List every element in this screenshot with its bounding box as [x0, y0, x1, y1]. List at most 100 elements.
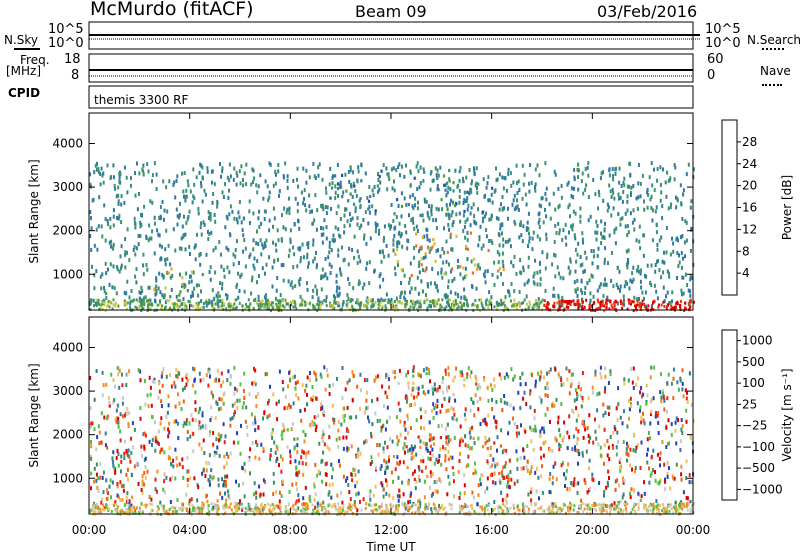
data-cell: [448, 398, 451, 403]
data-cell: [148, 439, 151, 444]
data-cell: [656, 413, 659, 418]
data-cell: [652, 448, 655, 453]
data-cell: [526, 459, 529, 464]
data-cell: [379, 180, 382, 185]
data-cell: [322, 500, 325, 505]
data-cell: [328, 490, 331, 495]
data-cell: [181, 282, 184, 286]
data-cell: [437, 424, 440, 429]
data-cell: [459, 374, 462, 378]
data-cell: [417, 465, 420, 470]
data-cell: [435, 226, 438, 231]
data-cell: [581, 171, 584, 176]
data-cell: [353, 500, 356, 504]
data-cell: [349, 192, 352, 196]
data-cell: [142, 169, 145, 174]
data-cell: [375, 225, 378, 230]
data-cell: [313, 481, 316, 486]
data-cell: [501, 303, 504, 307]
data-cell: [427, 456, 430, 461]
data-cell: [587, 195, 590, 200]
data-cell: [135, 461, 138, 466]
data-cell: [418, 301, 421, 305]
data-cell: [665, 226, 668, 230]
data-cell: [95, 462, 98, 467]
data-cell: [305, 462, 308, 466]
data-cell: [623, 183, 626, 188]
data-cell: [205, 303, 208, 308]
data-cell: [639, 498, 642, 502]
data-cell: [238, 215, 241, 220]
data-cell: [445, 293, 448, 298]
data-cell: [178, 305, 181, 309]
data-cell: [320, 226, 322, 230]
data-cell: [469, 231, 472, 235]
data-cell: [505, 484, 508, 489]
data-cell: [446, 388, 449, 393]
data-cell: [236, 173, 239, 178]
data-cell: [420, 279, 423, 284]
data-cell: [676, 236, 679, 241]
data-cell: [255, 503, 258, 507]
data-cell: [337, 428, 340, 433]
data-cell: [581, 304, 584, 308]
data-cell: [100, 303, 103, 307]
data-cell: [299, 303, 302, 307]
data-cell: [573, 175, 576, 180]
data-cell: [273, 216, 276, 221]
data-cell: [267, 298, 269, 302]
data-cell: [242, 481, 245, 486]
data-cell: [429, 485, 431, 490]
data-cell: [617, 285, 619, 290]
data-cell: [167, 394, 170, 399]
data-cell: [372, 193, 375, 198]
data-cell: [115, 419, 118, 424]
data-cell: [227, 494, 230, 499]
data-cell: [209, 474, 212, 479]
data-cell: [447, 450, 450, 454]
data-cell: [254, 417, 256, 422]
data-cell: [597, 265, 600, 270]
data-cell: [577, 385, 580, 390]
data-cell: [521, 196, 524, 201]
data-cell: [424, 252, 427, 256]
data-cell: [583, 305, 586, 309]
data-cell: [212, 248, 215, 253]
data-cell: [284, 227, 287, 232]
data-cell: [447, 365, 450, 370]
data-cell: [101, 497, 104, 501]
data-cell: [516, 425, 519, 429]
data-cell: [645, 401, 648, 406]
data-cell: [321, 300, 324, 305]
data-cell: [180, 246, 183, 251]
data-cell: [164, 286, 167, 290]
data-cell: [626, 281, 629, 286]
data-cell: [418, 478, 421, 483]
data-cell: [533, 281, 536, 286]
data-cell: [165, 415, 168, 419]
data-cell: [396, 435, 399, 440]
data-cell: [93, 479, 95, 484]
data-cell: [248, 209, 251, 214]
data-cell: [99, 306, 102, 310]
data-cell: [424, 442, 427, 447]
data-cell: [671, 236, 673, 241]
data-cell: [674, 500, 677, 505]
data-cell: [527, 211, 530, 216]
data-cell: [117, 201, 120, 206]
data-cell: [428, 238, 431, 243]
data-cell: [639, 405, 642, 410]
data-cell: [382, 487, 385, 492]
data-cell: [329, 271, 332, 275]
data-cell: [463, 473, 466, 478]
data-cell: [382, 423, 385, 428]
data-cell: [432, 391, 435, 396]
data-cell: [139, 369, 142, 374]
data-cell: [420, 246, 423, 250]
data-cell: [105, 497, 108, 501]
data-cell: [422, 218, 425, 223]
data-cell: [364, 210, 367, 215]
data-cell: [197, 207, 200, 211]
data-cell: [147, 238, 150, 243]
data-cell: [515, 205, 518, 210]
